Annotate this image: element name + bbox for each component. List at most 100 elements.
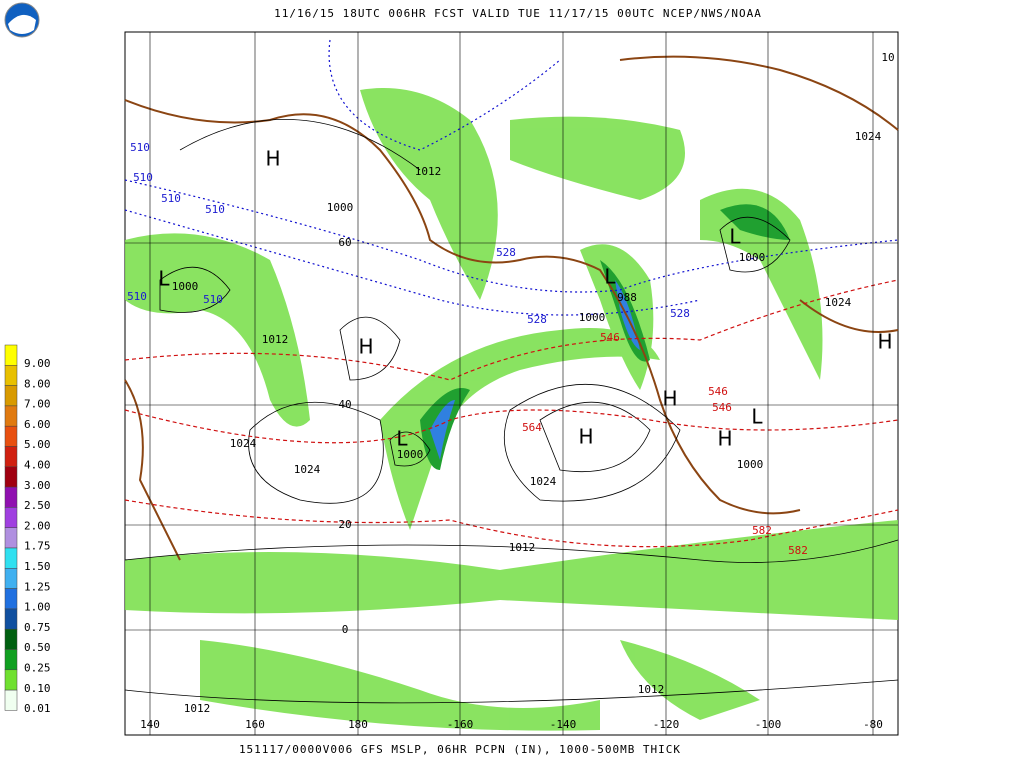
- legend-label: 0.75: [24, 621, 51, 634]
- isobar-label: 1000: [397, 448, 424, 461]
- map: 140 160 180 -160 -140 -120 -100 -80 60 40 20 0 1012…: [124, 31, 899, 736]
- isobar-label: 1000: [327, 201, 354, 214]
- pressure-center: L: [729, 225, 741, 249]
- isobar-label: 1012: [509, 541, 536, 554]
- legend-swatch: [4, 405, 18, 427]
- noaa-logo-bird: [8, 14, 36, 34]
- isobar-label: 1024: [294, 463, 321, 476]
- isobar-label: 1000: [172, 280, 199, 293]
- pressure-center: H: [877, 330, 892, 354]
- isobar-label: 1024: [230, 437, 257, 450]
- isobar-label: 1012: [638, 683, 665, 696]
- thickness-label: 546: [708, 385, 728, 398]
- thickness-label: 582: [788, 544, 808, 557]
- longitude-label: 160: [245, 718, 265, 731]
- legend-label: 1.50: [24, 560, 51, 573]
- lat-lon-grid: 140 160 180 -160 -140 -120 -100 -80 60 40 20 0: [125, 32, 898, 735]
- legend-swatch: [4, 547, 18, 569]
- legend-swatch: [4, 385, 18, 407]
- legend-label: 0.10: [24, 682, 51, 695]
- isobar-label: 988: [617, 291, 637, 304]
- longitude-label: -100: [755, 718, 782, 731]
- legend-label: 6.00: [24, 418, 51, 431]
- isobar-label: 1024: [855, 130, 882, 143]
- pressure-center: H: [717, 427, 732, 451]
- latitude-label: 60: [338, 236, 351, 249]
- isobar-label: 1024: [530, 475, 557, 488]
- thickness-label: 564: [522, 421, 542, 434]
- pressure-center: H: [265, 147, 280, 171]
- legend-label: 5.00: [24, 438, 51, 451]
- isobar-label: 10: [881, 51, 894, 64]
- longitude-label: 140: [140, 718, 160, 731]
- legend-swatch: [4, 466, 18, 488]
- thickness-cold: [124, 39, 899, 316]
- thickness-label: 582: [752, 524, 772, 537]
- legend-label: 4.00: [24, 459, 51, 472]
- thickness-label: 528: [670, 307, 690, 320]
- pressure-center: L: [604, 265, 616, 289]
- latitude-label: 0: [342, 623, 349, 636]
- legend-label: 7.00: [24, 398, 51, 411]
- legend-label: 0.25: [24, 662, 51, 675]
- legend-swatch: [4, 486, 18, 508]
- legend-label: 1.00: [24, 601, 51, 614]
- thickness-label: 546: [600, 331, 620, 344]
- legend-swatch: [4, 669, 18, 691]
- legend-label: 1.75: [24, 540, 51, 553]
- legend-swatch: [4, 689, 18, 711]
- thickness-label: 528: [527, 313, 547, 326]
- legend-label: 0.01: [24, 702, 51, 715]
- thickness-label: 528: [496, 246, 516, 259]
- thickness-label: 510: [130, 141, 150, 154]
- legend-swatch: [4, 588, 18, 610]
- isobar-label: 1024: [825, 296, 852, 309]
- thickness-label: 510: [203, 293, 223, 306]
- pressure-center: H: [662, 387, 677, 411]
- pressure-center: L: [751, 405, 763, 429]
- longitude-label: -140: [550, 718, 577, 731]
- legend-swatch: [4, 425, 18, 447]
- legend-swatch: [4, 446, 18, 468]
- isobars: [124, 119, 899, 704]
- longitude-label: -80: [863, 718, 883, 731]
- legend-label: 9.00: [24, 357, 51, 370]
- legend-label: 8.00: [24, 377, 51, 390]
- pressure-center: H: [358, 335, 373, 359]
- thickness-label: 510: [133, 171, 153, 184]
- isobar-label: 1000: [737, 458, 764, 471]
- isobar-label: 1012: [415, 165, 442, 178]
- legend-swatch: [4, 568, 18, 589]
- latitude-label: 20: [338, 518, 351, 531]
- legend-label: 3.00: [24, 479, 51, 492]
- pressure-center: L: [158, 267, 170, 291]
- latitude-label: 40: [338, 398, 351, 411]
- legend-swatch: [4, 608, 18, 630]
- color-legend: 9.00 8.00 7.00 6.00 5.00 4.00 3.00 2.50 2.00 1.75…: [4, 344, 51, 715]
- isobar-label: 1000: [739, 251, 766, 264]
- header: 11/16/15 18UTC 006HR FCST VALID TUE 11/1…: [274, 7, 762, 20]
- thickness-label: 546: [712, 401, 732, 414]
- legend-swatch: [4, 628, 18, 650]
- precip-areas: [125, 88, 898, 731]
- legend-label: 1.25: [24, 580, 51, 593]
- legend-swatch: [4, 365, 18, 386]
- thickness-warm: [124, 279, 899, 548]
- legend-label: 0.50: [24, 641, 51, 654]
- thickness-label: 510: [205, 203, 225, 216]
- legend-label: 2.50: [24, 499, 51, 512]
- longitude-label: -120: [653, 718, 680, 731]
- legend-swatch: [4, 344, 18, 366]
- legend-swatch: [4, 527, 18, 549]
- isobar-label: 1000: [579, 311, 606, 324]
- longitude-label: 180: [348, 718, 368, 731]
- thickness-label: 510: [127, 290, 147, 303]
- legend-label: 2.00: [24, 519, 51, 532]
- isobar-label: 1012: [262, 333, 289, 346]
- thickness-label: 510: [161, 192, 181, 205]
- pressure-center: H: [578, 425, 593, 449]
- isobar-label: 1012: [184, 702, 211, 715]
- legend-swatch: [4, 649, 18, 671]
- pressure-center: L: [396, 427, 408, 451]
